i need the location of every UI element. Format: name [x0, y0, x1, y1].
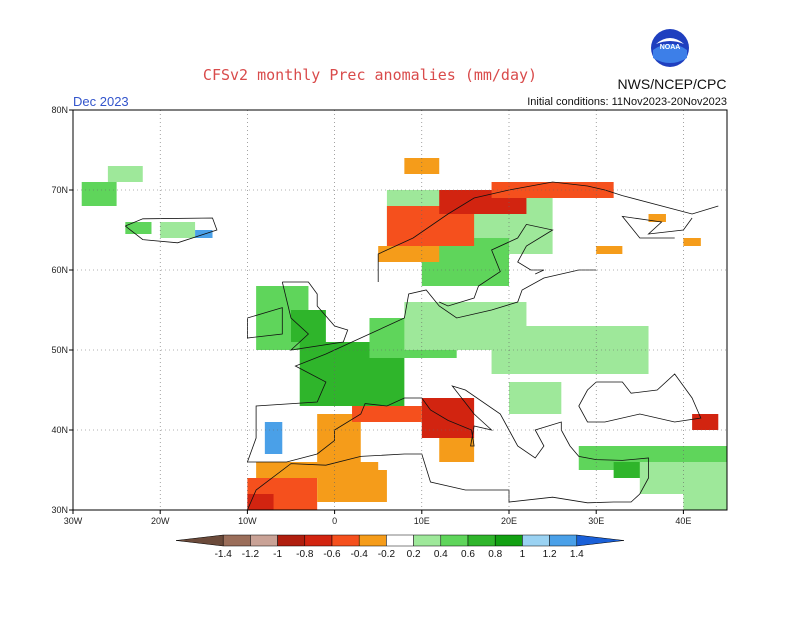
organization-label: NWS/NCEP/CPC [617, 76, 727, 92]
colorbar-label: -1.4 [215, 549, 233, 560]
anomaly-cell [352, 406, 422, 422]
colorbar-label: -1.2 [242, 549, 260, 560]
colorbar-label: -0.2 [378, 549, 396, 560]
colorbar-segment [386, 534, 414, 547]
anomaly-cell [317, 470, 387, 502]
anomaly-cell [247, 494, 274, 510]
colorbar-segment [549, 534, 578, 547]
anomaly-cell [491, 326, 649, 374]
colorbar-label: 1.2 [543, 549, 557, 560]
coastline [247, 385, 649, 511]
lon-label: 30W [64, 516, 83, 526]
lon-label: 30E [588, 516, 604, 526]
colorbar-label: -1 [273, 549, 282, 560]
colorbar-segment [576, 534, 625, 547]
lon-label: 20E [501, 516, 517, 526]
colorbar-label: 0.4 [434, 549, 448, 560]
anomaly-cell [648, 214, 666, 222]
lat-label: 60N [51, 265, 68, 275]
anomaly-cell [378, 246, 440, 262]
lon-label: 0 [332, 516, 337, 526]
colorbar-label: 0.8 [488, 549, 502, 560]
anomaly-cell [125, 222, 152, 234]
anomaly-cell [692, 414, 719, 430]
logo-text: NOAA [660, 44, 681, 51]
initial-conditions: Initial conditions: 11Nov2023-20Nov2023 [527, 96, 727, 108]
lon-label: 40E [675, 516, 691, 526]
lat-label: 50N [51, 345, 68, 355]
anomaly-cells [81, 158, 727, 510]
colorbar-label: 1.4 [570, 549, 584, 560]
lat-label: 40N [51, 425, 68, 435]
anomaly-cell [291, 310, 326, 342]
colorbar-label: -0.4 [351, 549, 369, 560]
anomaly-cell [160, 222, 196, 238]
longitude-labels: 30W 20W 10W 0 10E 20E 30E 40E [64, 510, 691, 526]
colorbar-label: 1 [520, 549, 526, 560]
colorbar-segment [250, 534, 278, 547]
coastline [578, 373, 702, 423]
colorbar-segment [413, 534, 442, 547]
chart-title: CFSv2 monthly Prec anomalies (mm/day) [202, 66, 538, 84]
coastlines [125, 181, 719, 511]
lat-label: 80N [51, 105, 68, 115]
coastline [281, 281, 349, 351]
noaa-logo: NOAA [651, 29, 689, 67]
colorbar-segment [494, 534, 523, 547]
lon-label: 10E [414, 516, 430, 526]
lon-label: 10W [238, 516, 257, 526]
colorbar: -1.4 -1.2 -1 -0.8 -0.6 -0.4 -0.2 0.2 0.4 0.6 0.8 1 1… [175, 534, 625, 560]
latitude-labels: 80N 70N 60N 50N 40N 30N [51, 105, 73, 515]
anomaly-cell [509, 382, 562, 414]
anomaly-cell [264, 422, 283, 454]
coastline [125, 217, 218, 244]
colorbar-segment [304, 534, 333, 547]
lat-label: 30N [51, 505, 68, 515]
graticule [73, 110, 727, 510]
colorbar-segment [522, 534, 550, 547]
colorbar-label: -0.8 [296, 549, 314, 560]
colorbar-label: -0.6 [323, 549, 341, 560]
colorbar-segment [358, 534, 387, 547]
colorbar-segment [467, 534, 496, 547]
coastline [247, 269, 597, 463]
lat-label: 70N [51, 185, 68, 195]
colorbar-segment [277, 534, 306, 547]
anomaly-cell [683, 486, 727, 510]
anomaly-cell [596, 246, 623, 254]
coastline [439, 223, 554, 307]
coastline [377, 181, 719, 282]
anomaly-cell [81, 182, 117, 206]
forecast-month: Dec 2023 [73, 94, 129, 109]
lon-label: 20W [151, 516, 170, 526]
colorbar-segment [175, 534, 224, 547]
colorbar-label: 0.6 [461, 549, 475, 560]
colorbar-segment [331, 534, 360, 547]
colorbar-label: 0.2 [407, 549, 421, 560]
colorbar-segment [440, 534, 469, 547]
map-frame [72, 109, 728, 511]
coastline [246, 307, 283, 339]
anomaly-cell [683, 238, 701, 246]
anomaly-cell [491, 182, 614, 198]
anomaly-cell [421, 398, 475, 438]
colorbar-segment [222, 534, 251, 547]
anomaly-cell [439, 438, 475, 462]
anomaly-cell [107, 166, 143, 182]
